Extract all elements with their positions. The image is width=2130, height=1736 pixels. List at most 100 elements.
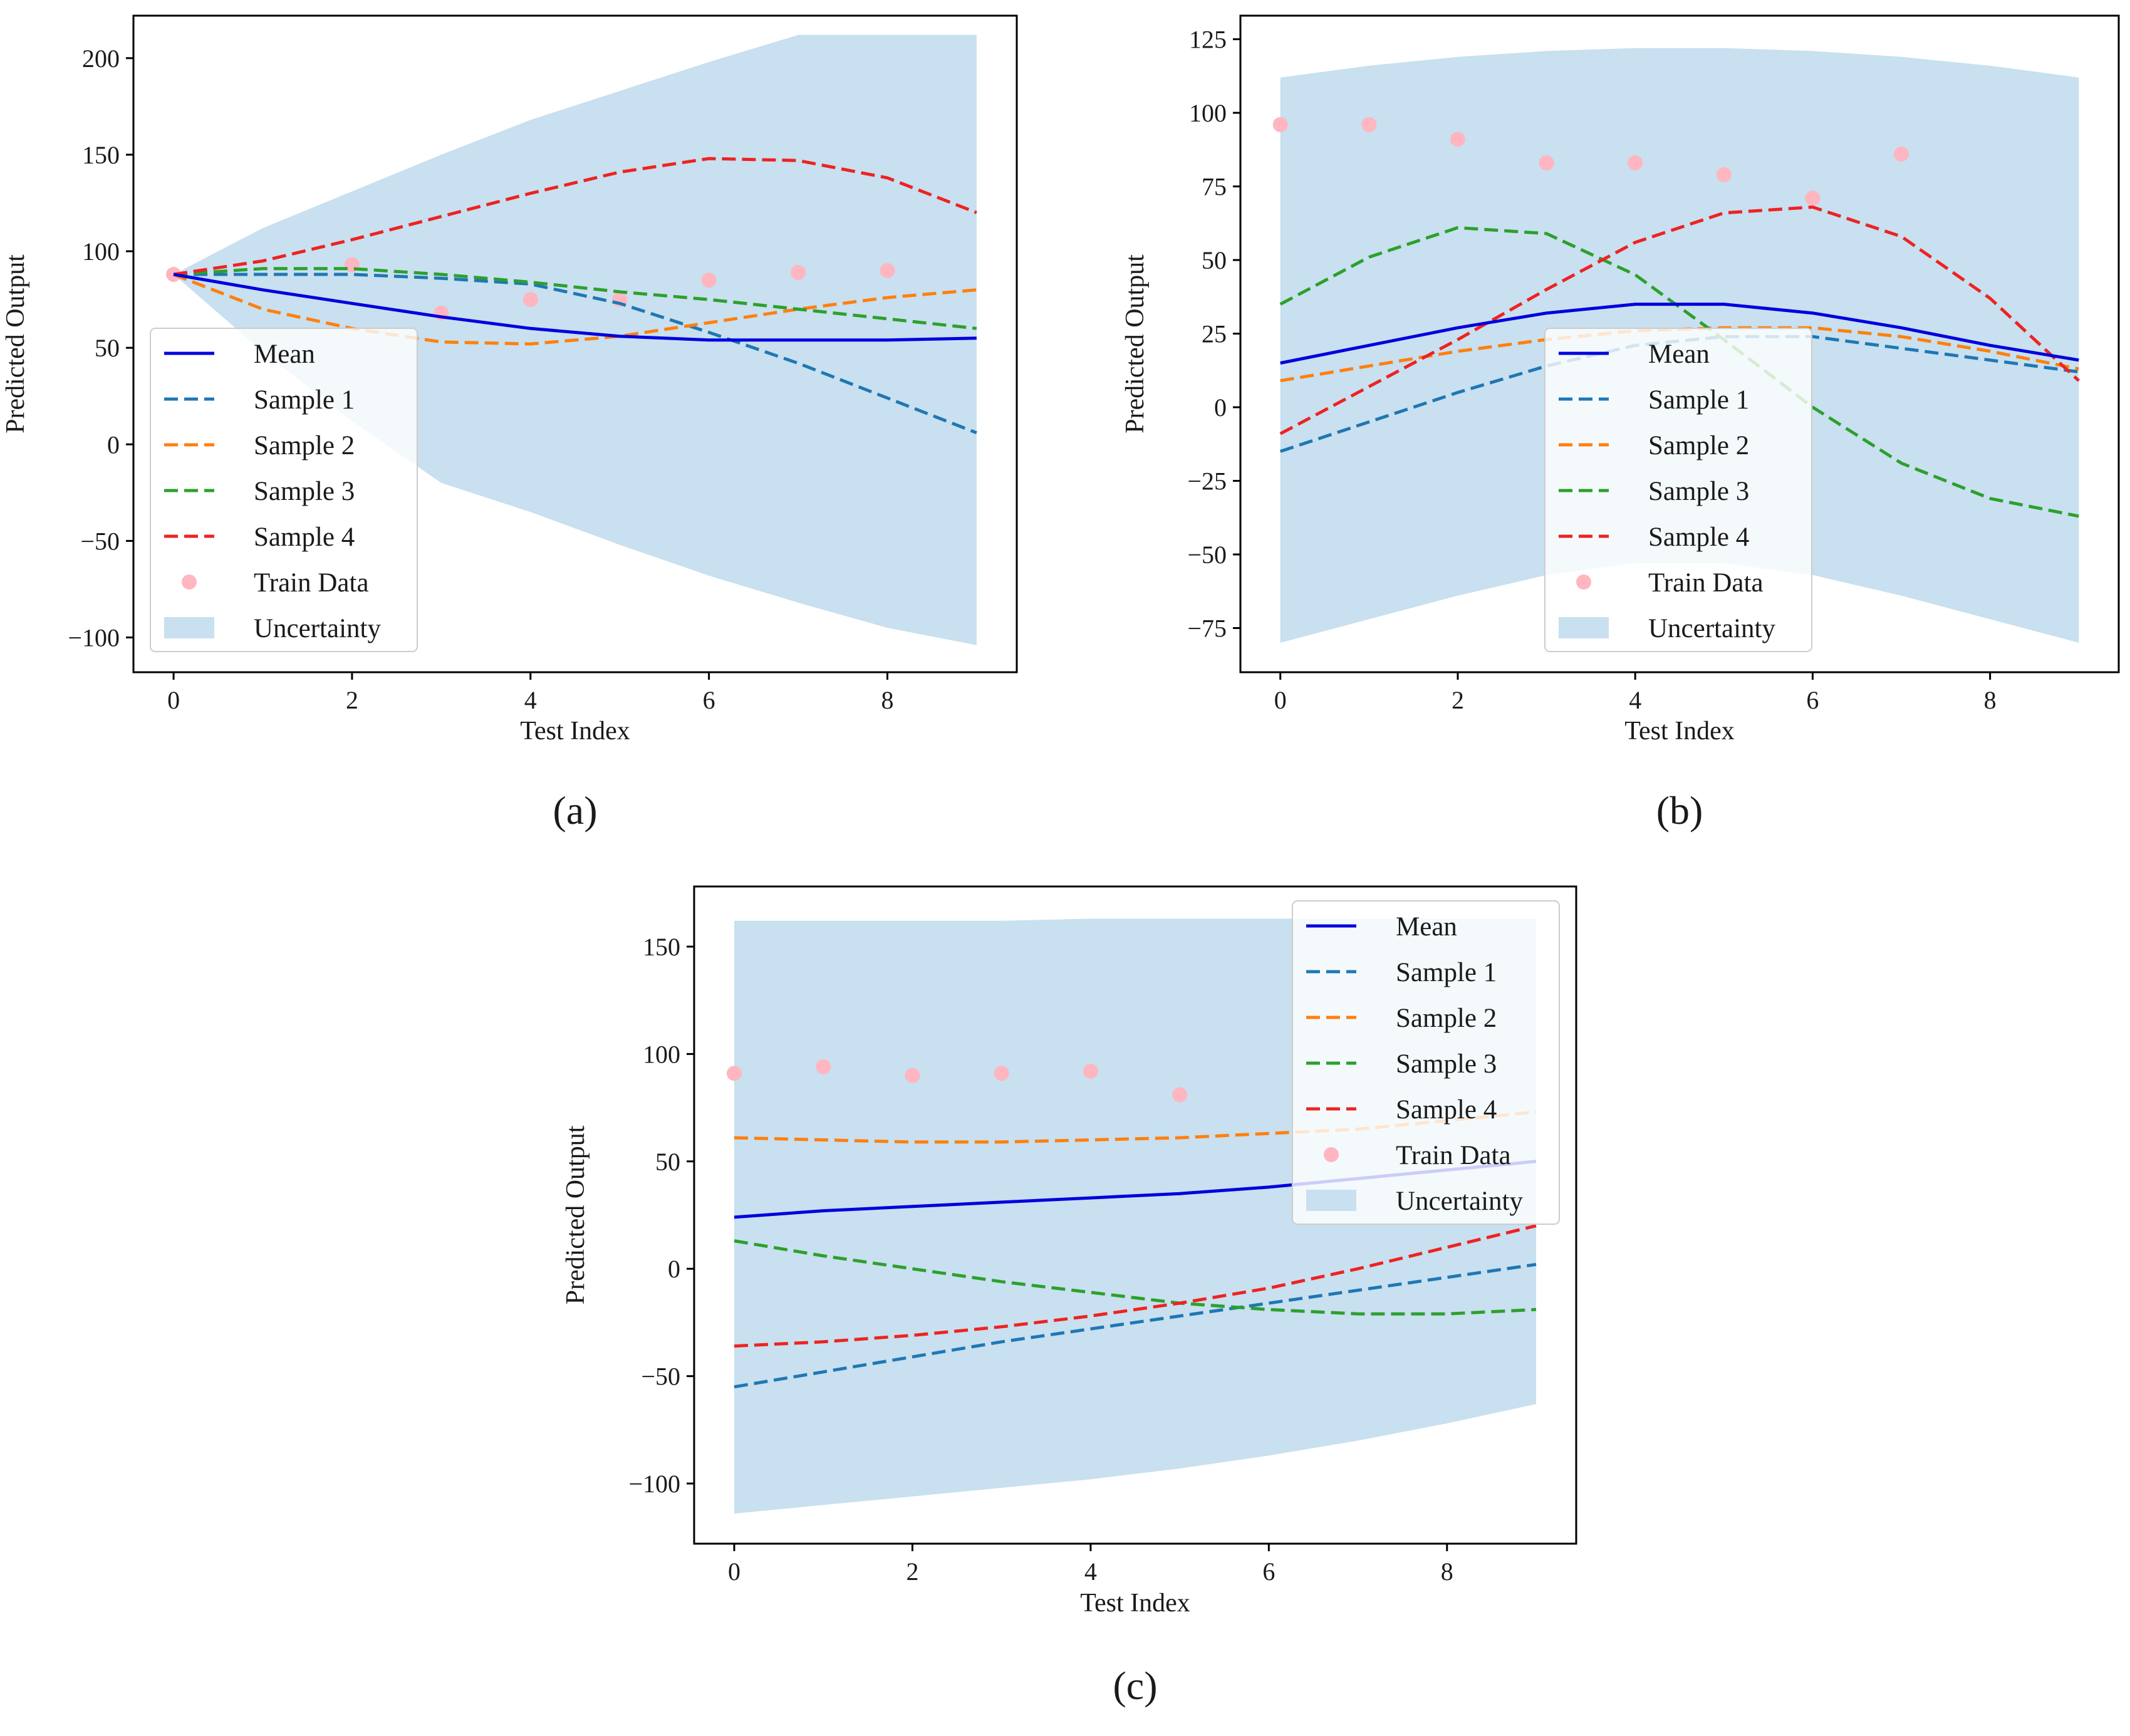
legend-uncertainty: Uncertainty [164,614,381,643]
legend-box [1292,900,1560,1225]
legend-sample-3: Sample 3 [164,477,355,506]
legend-handle [1306,1190,1356,1211]
x-tick-label: 2 [906,1557,918,1586]
train-data-point [1716,167,1732,182]
y-tick-label: 0 [1214,393,1227,422]
legend-label: Sample 3 [1648,477,1749,506]
train-data-point [905,1068,920,1083]
y-tick-label: −50 [1187,541,1227,569]
sample-4-line [734,1224,1537,1348]
y-axis-label: Predicted Output [1,254,30,434]
x-tick-label: 6 [703,686,715,714]
y-tick-label: 150 [82,141,120,169]
legend: Mean Sample 1 Sample 2 Sample 3 Sample 4 Trai… [1544,328,1812,652]
mean-line [1280,303,2079,365]
chart-panel-1: 0 2 4 6 8 −100 −50 0 50 100 150 200 Test Index Predic… [1,14,1018,833]
sample-3-line [1279,226,2079,518]
sample-4-line [1279,205,2081,435]
train-data-point [994,1066,1009,1081]
legend-label: Sample 2 [1648,431,1749,460]
y-tick-label: −25 [1187,467,1227,496]
mean-line [173,273,977,342]
legend-sample-1: Sample 1 [1559,385,1749,415]
x-tick-label: 4 [524,686,537,714]
y-tick-label: 150 [643,933,680,961]
train-data-point [1894,146,1909,162]
legend-label: Train Data [1648,568,1764,598]
train-data-point [816,1059,831,1074]
y-tick-label: 25 [1202,320,1227,348]
sample-1-line [734,1262,1537,1389]
train-data-point [1361,117,1377,132]
x-tick-label: 0 [1274,686,1287,714]
x-tick-label: 6 [1262,1557,1275,1586]
legend-uncertainty: Uncertainty [1559,614,1775,643]
legend-box [150,328,418,652]
train-data-point [791,264,806,280]
legend-label: Sample 3 [1396,1049,1497,1079]
sample-3-line [173,267,977,330]
legend-label: Train Data [1396,1141,1511,1170]
legend-handle [164,617,214,638]
axes-frame [693,885,1577,1545]
legend-handle [1324,1147,1339,1162]
legend-sample-3: Sample 3 [1306,1049,1497,1079]
x-axis-label: Test Index [1080,1589,1190,1618]
y-tick-label: 0 [107,430,120,459]
x-tick-label: 2 [346,686,358,714]
x-tick-label: 0 [167,686,180,714]
legend-label: Sample 4 [254,522,355,552]
legend-sample-1: Sample 1 [1306,958,1497,987]
sample-4-line [173,157,977,276]
legend-uncertainty: Uncertainty [1306,1187,1523,1216]
panel-label: (c) [1113,1663,1157,1708]
legend-train-data: Train Data [1324,1141,1511,1170]
train-data-point [1539,155,1554,170]
axes-frame [132,14,1018,673]
sample-1-line [1279,335,2079,453]
legend-mean: Mean [1559,340,1710,369]
x-tick-label: 0 [728,1557,740,1586]
legend: Mean Sample 1 Sample 2 Sample 3 Sample 4 Trai… [150,328,418,652]
train-data-point [1805,190,1821,206]
train-data-point [522,292,538,308]
legend-label: Sample 1 [1648,385,1749,415]
legend-mean: Mean [164,340,315,369]
legend-train-data: Train Data [1576,568,1764,598]
y-tick-label: −100 [68,624,120,652]
legend-handle [1576,574,1591,590]
legend-sample-2: Sample 2 [1559,431,1749,460]
legend-sample-4: Sample 4 [1306,1095,1497,1125]
legend-label: Uncertainty [254,614,381,643]
y-tick-label: 50 [1202,246,1227,274]
legend-sample-4: Sample 4 [1559,522,1749,552]
legend-handle [182,574,197,590]
y-tick-label: −100 [628,1470,680,1498]
legend-label: Sample 1 [1396,958,1497,987]
train-data-point [880,262,895,278]
legend-sample-4: Sample 4 [164,522,355,552]
legend: Mean Sample 1 Sample 2 Sample 3 Sample 4 Trai… [1292,900,1560,1225]
train-data-point [1272,117,1288,132]
x-tick-label: 8 [1441,1557,1453,1586]
legend-handle [1559,617,1609,638]
legend-train-data: Train Data [182,568,369,598]
x-tick-label: 6 [1806,686,1819,714]
train-data-point [1450,132,1465,147]
legend-label: Mean [254,340,315,369]
train-data-point [1172,1087,1188,1103]
legend-sample-2: Sample 2 [164,431,355,460]
x-axis-label: Test Index [520,717,630,746]
train-data-point [727,1066,742,1081]
plot-area [166,34,977,645]
y-tick-label: 125 [1189,26,1227,54]
train-data-point [701,273,717,288]
y-tick-label: −50 [80,527,120,555]
x-tick-label: 8 [881,686,893,714]
panel-label: (b) [1656,788,1703,833]
legend-label: Uncertainty [1396,1187,1523,1216]
sample-1-line [174,273,977,435]
y-axis-label: Predicted Output [1121,254,1150,434]
y-tick-label: −50 [641,1363,680,1391]
